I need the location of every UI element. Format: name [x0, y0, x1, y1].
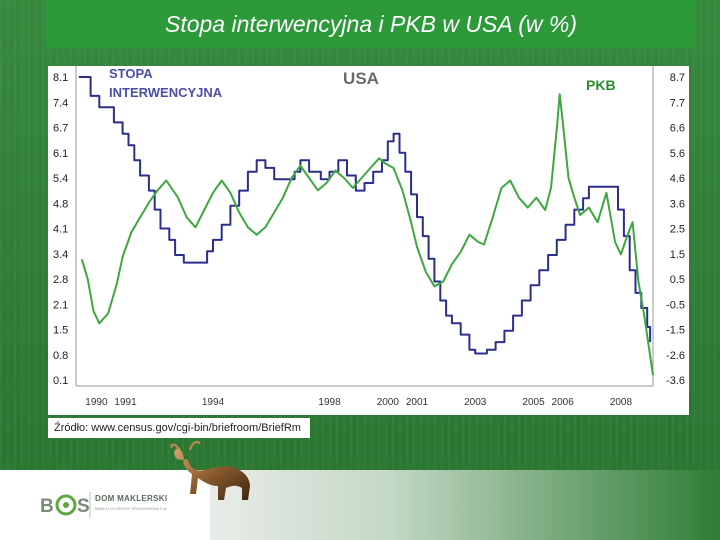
left-tick-label: 0.8	[53, 350, 68, 362]
right-tick-label: 5.6	[670, 148, 685, 160]
right-tick-label: 8.7	[670, 72, 685, 84]
chart-panel: 8.1 7.4 6.7 6.1 5.4 4.8 4.1 3.4 2.8 2.1 1.5 0.8 0.1 …	[48, 66, 689, 415]
gdp-series-label: PKB	[586, 77, 616, 93]
svg-text:S: S	[77, 496, 90, 517]
company-tagline: BANKU OCHRONY ŚRODOWISKA S.A.	[95, 506, 168, 511]
right-tick-label: 6.6	[670, 123, 685, 135]
source-text: Źródło: www.census.gov/cgi-bin/briefroom…	[54, 422, 301, 434]
chart: 8.17.46.76.15.44.84.13.42.82.11.50.80.1 …	[53, 66, 685, 408]
x-tick-label: 1998	[318, 397, 341, 408]
x-tick-label: 2008	[610, 397, 633, 408]
source-note: Źródło: www.census.gov/cgi-bin/briefroom…	[48, 418, 310, 438]
footer-logo-area: B S DOM MAKLERSKI BANKU OCHRONY ŚRODOWIS…	[0, 470, 210, 540]
svg-text:B: B	[40, 496, 54, 517]
left-tick-label: 4.1	[53, 224, 68, 236]
right-tick-label: -1.5	[666, 325, 685, 337]
x-tick-label: 2003	[464, 397, 487, 408]
bos-logo: B S	[40, 492, 91, 518]
x-tick-label: 1994	[202, 397, 225, 408]
left-tick-label: 3.4	[53, 249, 68, 261]
bull-statue-icon	[170, 441, 250, 500]
bos-logo-mark-icon	[55, 494, 77, 516]
left-tick-label: 0.1	[53, 375, 68, 387]
right-tick-label: -3.6	[666, 375, 685, 387]
x-tick-label: 2000	[377, 397, 400, 408]
right-tick-label: 4.6	[670, 173, 685, 185]
left-tick-label: 5.4	[53, 173, 68, 185]
x-tick-label: 1990	[85, 397, 108, 408]
chart-title: USA	[343, 69, 379, 88]
x-tick-label: 2005	[522, 397, 545, 408]
x-tick-label: 2001	[406, 397, 429, 408]
left-tick-label: 6.1	[53, 148, 68, 160]
left-tick-label: 2.8	[53, 274, 68, 286]
right-tick-label: 2.5	[670, 224, 685, 236]
right-tick-label: -0.5	[666, 299, 685, 311]
left-tick-label: 6.7	[53, 123, 68, 135]
x-tick-label: 1991	[114, 397, 137, 408]
right-tick-label: 7.7	[670, 97, 685, 109]
right-tick-label: -2.6	[666, 350, 685, 362]
footer-gradient	[210, 470, 720, 540]
rate-series-label-line1: STOPA	[109, 66, 153, 81]
left-tick-label: 2.1	[53, 299, 68, 311]
right-tick-label: 3.6	[670, 198, 685, 210]
right-tick-label: 1.5	[670, 249, 685, 261]
rate-series-label-line2: INTERWENCYJNA	[109, 85, 223, 100]
company-name: DOM MAKLERSKI	[95, 494, 168, 503]
left-tick-label: 1.5	[53, 325, 68, 337]
rate-series-line	[78, 76, 652, 355]
gdp-series-line	[80, 93, 654, 376]
left-tick-label: 8.1	[53, 72, 68, 84]
slide-title: Stopa interwencyjna i PKB w USA (w %)	[164, 10, 578, 37]
right-tick-label: 0.5	[670, 274, 685, 286]
left-tick-label: 4.8	[53, 198, 68, 210]
x-tick-label: 2006	[552, 397, 575, 408]
title-bar: Stopa interwencyjna i PKB w USA (w %)	[46, 0, 696, 48]
left-tick-label: 7.4	[53, 97, 68, 109]
